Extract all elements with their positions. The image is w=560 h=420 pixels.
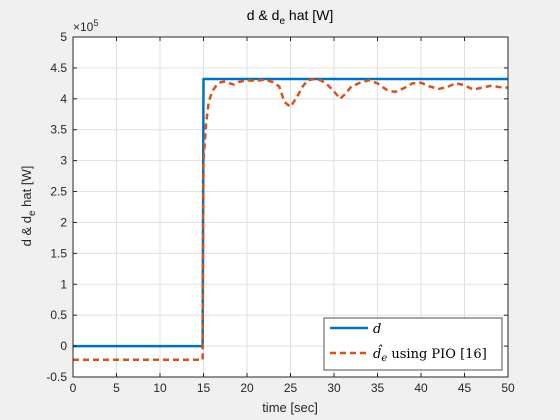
y-tick-label: 3.5 xyxy=(50,123,67,137)
chart-title: d & de hat [W] xyxy=(247,7,334,27)
y-tick-label: 4 xyxy=(60,92,67,106)
y-tick-label: -0.5 xyxy=(46,370,67,384)
series-line-d xyxy=(73,77,508,348)
ticks: 0 5 10 15 20 25 30 35 40 45 50-0.500.511.522.533.5… xyxy=(46,30,515,395)
chart-title-subscript: e xyxy=(279,16,285,27)
legend: d d̂e using PIO [16] xyxy=(323,317,503,371)
legend-label-de-hat-rest: using PIO [16] xyxy=(387,347,487,362)
y-tick-label: 5 xyxy=(60,30,67,44)
chart-title-base: d & d xyxy=(247,7,280,23)
x-tick-label: 15 xyxy=(197,381,211,395)
x-tick-label: 25 xyxy=(284,381,298,395)
y-tick-label: 1 xyxy=(60,277,67,291)
x-tick-label: 5 xyxy=(113,381,120,395)
legend-label-de-hat: d̂e using PIO [16] xyxy=(373,344,487,364)
x-tick-label: 0 xyxy=(70,381,77,395)
x-tick-label: 10 xyxy=(153,381,167,395)
x-tick-label: 50 xyxy=(501,381,515,395)
legend-label-de-hat-symbol: d̂ xyxy=(373,344,383,362)
y-tick-label: 2 xyxy=(60,215,67,229)
x-tick-label: 30 xyxy=(327,381,341,395)
y-axis-label: d & de hat [W] xyxy=(19,166,38,247)
y-axis-label-base: d & d xyxy=(19,216,34,246)
x-tick-label: 45 xyxy=(458,381,472,395)
exponent-power: 5 xyxy=(93,18,98,28)
y-tick-label: 1.5 xyxy=(50,246,67,260)
y-tick-label: 4.5 xyxy=(50,61,67,75)
exponent-base: ×10 xyxy=(73,20,94,34)
y-tick-label: 0 xyxy=(60,339,67,353)
y-tick-label: 2.5 xyxy=(50,185,67,199)
series-layer xyxy=(73,77,509,361)
y-axis-label-subscript: e xyxy=(27,210,38,216)
chart-title-rest: hat [W] xyxy=(285,7,333,23)
legend-label-de-hat-subscript: e xyxy=(381,353,387,364)
exponent-label: ×105 xyxy=(73,18,98,34)
series-line-de-hat xyxy=(73,77,509,361)
x-tick-label: 35 xyxy=(371,381,385,395)
legend-label-d: d xyxy=(373,322,381,337)
x-tick-label: 40 xyxy=(414,381,428,395)
y-tick-label: 3 xyxy=(60,154,67,168)
x-axis-label: time [sec] xyxy=(262,400,318,415)
legend-box xyxy=(323,317,503,371)
y-tick-label: 0.5 xyxy=(50,308,67,322)
y-axis-label-rest: hat [W] xyxy=(19,166,34,211)
x-tick-label: 20 xyxy=(240,381,254,395)
